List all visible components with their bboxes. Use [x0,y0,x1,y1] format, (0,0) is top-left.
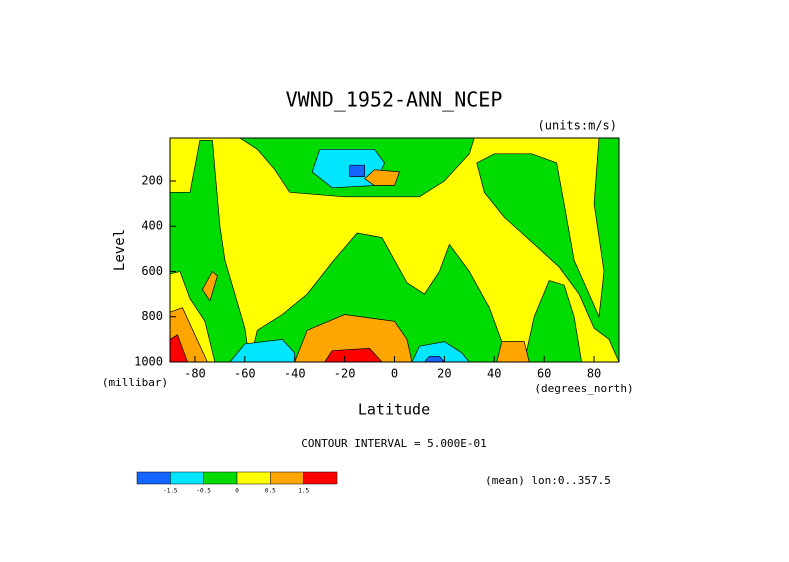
colorbar-label: 0.5 [265,488,276,495]
x-tick-label: -80 [184,367,206,381]
y-tick-label: 800 [141,309,163,323]
contour-region [349,164,365,177]
colorbar-label: 0 [235,488,239,495]
x-tick-label: 40 [487,367,501,381]
y-axis-label: Level [112,229,128,271]
contour-region [201,270,218,302]
contour-interval: CONTOUR INTERVAL = 5.000E-01 [301,437,486,450]
colorbar-swatch [170,471,204,485]
y-tick-label: 400 [141,219,163,233]
x-tick-label: -60 [234,367,256,381]
colorbar-swatch [303,471,338,485]
note: (mean) lon:0..357.5 [485,474,611,487]
colorbar-swatch [270,471,304,485]
colorbar-label: -0.5 [196,488,211,495]
x-tick-label: 80 [587,367,601,381]
y-tick-label: 200 [141,173,163,187]
y-tick-label: 600 [141,264,163,278]
colorbar-swatch [203,471,238,485]
chart-title: VWND_1952-ANN_NCEP [286,88,503,112]
x-tick-label: 20 [437,367,451,381]
x-tick-label: -20 [334,367,356,381]
y-tick-label: 1000 [134,355,163,369]
x-tick-label: 60 [537,367,551,381]
contour-region [364,169,400,186]
colorbar-label: 1.5 [298,488,309,495]
y-units: (millibar) [102,376,168,389]
contour-region [496,341,530,363]
x-tick-label: -40 [284,367,306,381]
colorbar-label: -1.5 [163,488,178,495]
colorbar-swatch [236,471,271,485]
x-tick-label: 0 [391,367,398,381]
units-label: (units:m/s) [538,119,617,133]
x-axis-label: Latitude [358,401,430,419]
x-units: (degrees_north) [534,382,633,395]
colorbar-swatch [136,471,171,485]
